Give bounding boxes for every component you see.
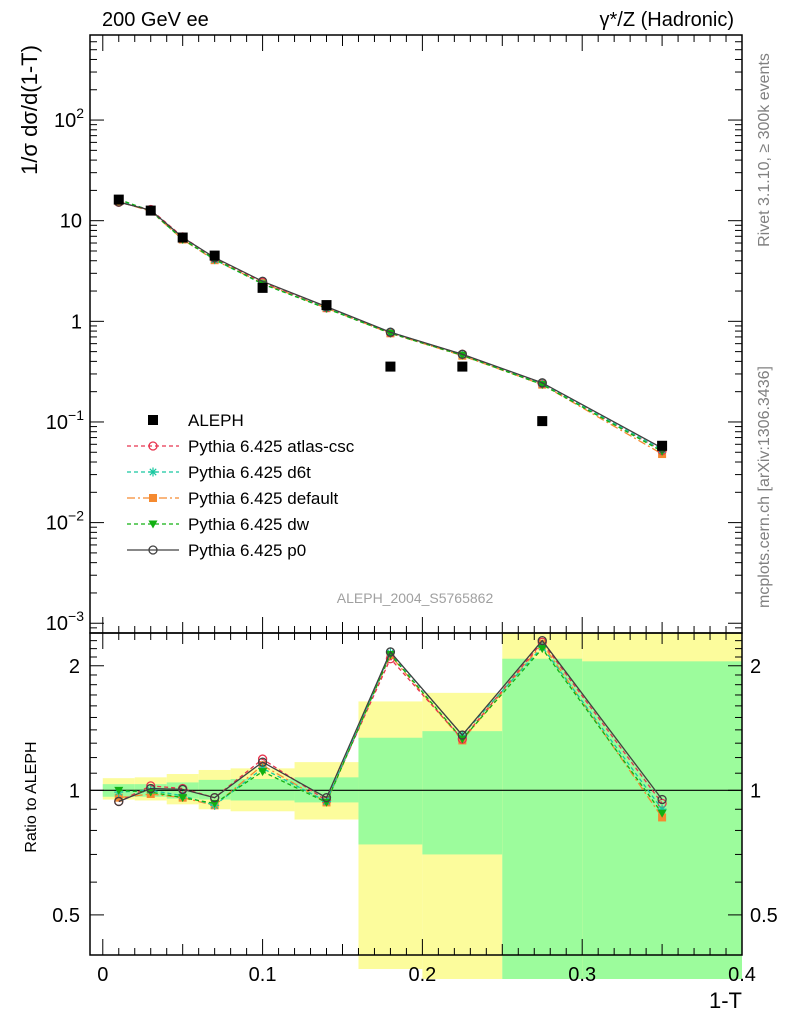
main-y-tick-label: 10−1 [46, 407, 84, 434]
ratio-y-tick-label-right: 0.5 [750, 905, 778, 927]
legend: ALEPH Pythia 6.425 atlas-csc Pythia 6.425 … [127, 411, 355, 560]
series-point [178, 794, 188, 803]
series-point [385, 327, 396, 337]
legend-label: Pythia 6.425 atlas-csc [188, 437, 355, 456]
main-y-tick-label: 10 [60, 211, 82, 233]
series-point [321, 793, 332, 803]
series-point [537, 635, 547, 646]
uncertainty-band-inner [502, 658, 583, 979]
series-line [118, 198, 663, 452]
legend-marker [148, 545, 158, 555]
uncertainty-band-inner [422, 731, 503, 855]
uncertainty-band-inner [198, 779, 231, 800]
data-point [537, 416, 548, 427]
x-ticks: 0 0.1 0.2 0.3 0.4 [97, 35, 756, 986]
uncertainty-band-inner [358, 737, 423, 845]
process-label: γ*/Z (Hadronic) [599, 9, 734, 31]
legend-label: Pythia 6.425 default [188, 489, 339, 508]
series-point [537, 381, 547, 390]
legend-marker [148, 520, 158, 529]
x-tick-label: 0 [97, 964, 108, 986]
ratio-y-tick-label-right: 1 [750, 780, 761, 802]
series-point [385, 650, 395, 659]
series-point [457, 349, 467, 359]
series-point [457, 730, 467, 740]
legend-label: ALEPH [188, 411, 244, 430]
y-tick-exponent: −3 [68, 608, 84, 624]
data-point [657, 440, 668, 451]
series-point [258, 768, 268, 777]
data-point [145, 205, 156, 216]
main-y-tick-label: 10−2 [46, 508, 84, 535]
series-point [257, 754, 268, 764]
x-tick-label: 0.1 [249, 964, 277, 986]
legend-label: Pythia 6.425 p0 [188, 541, 306, 560]
data-point [113, 194, 124, 205]
legend-marker [148, 441, 158, 451]
series-point [146, 783, 156, 794]
data-point [209, 250, 220, 261]
legend-marker [148, 415, 158, 425]
x-tick-label: 0.2 [408, 964, 436, 986]
ratio-y-tick-label-right: 2 [750, 656, 761, 678]
series-point [210, 799, 220, 808]
data-point [321, 300, 332, 311]
data-point [385, 361, 396, 372]
series-line [118, 647, 663, 814]
main-y-axis-label: 1/σ dσ/d(1-T) [17, 45, 42, 175]
ratio-y-tick-label: 0.5 [52, 905, 80, 927]
aleph-data [113, 194, 668, 451]
rivet-version-label: Rivet 3.1.10, ≥ 300k events [756, 53, 773, 247]
series-point [537, 378, 547, 388]
ratio-series-p0 [114, 635, 667, 807]
main-y-tick-label: 10−3 [46, 608, 84, 635]
series-line [118, 201, 663, 449]
y-tick-exponent: −1 [68, 407, 84, 423]
legend-label: Pythia 6.425 dw [188, 515, 310, 534]
series-point [209, 793, 220, 803]
data-point [457, 361, 468, 372]
series-point [114, 796, 124, 807]
x-tick-label: 0.3 [568, 964, 596, 986]
mcplots-label: mcplots.cern.ch [arXiv:1306.3436] [756, 366, 773, 608]
main-y-tick-label: 1 [71, 311, 82, 333]
series-point [257, 757, 268, 767]
main-y-tick-label: 102 [54, 105, 84, 132]
series-line [118, 641, 663, 804]
series-line [118, 642, 663, 818]
analysis-id-label: ALEPH_2004_S5765862 [336, 590, 494, 606]
series-line [118, 645, 663, 810]
series-line [118, 199, 663, 451]
series-point [178, 784, 188, 795]
ratio-y-tick-label: 2 [69, 656, 80, 678]
series-point [657, 794, 667, 805]
data-point [177, 232, 188, 243]
series-point [537, 645, 547, 654]
series-point [657, 809, 667, 818]
y-tick-exponent: −2 [68, 508, 84, 524]
x-axis-label: 1-T [709, 988, 742, 1013]
ratio-bands [102, 633, 742, 979]
y-tick-exponent: 2 [76, 105, 84, 121]
series-point [385, 647, 396, 657]
legend-marker [148, 467, 158, 477]
data-point [257, 282, 268, 293]
series-point [114, 786, 124, 795]
main-y-ticks: 10−3 10−2 10−1 1 10 102 [46, 34, 742, 635]
x-tick-label: 0.4 [728, 964, 756, 986]
series-line [118, 639, 663, 803]
ratio-y-axis-label: Ratio to ALEPH [23, 741, 40, 853]
series-point [657, 804, 667, 814]
energy-label: 200 GeV ee [102, 9, 209, 31]
legend-marker [149, 494, 157, 502]
ratio-y-ticks: 0.5 0.5 1 1 2 2 [52, 632, 778, 956]
ratio-plot-frame [89, 632, 743, 956]
legend-label: Pythia 6.425 d6t [188, 463, 311, 482]
ratio-y-tick-label: 1 [69, 780, 80, 802]
